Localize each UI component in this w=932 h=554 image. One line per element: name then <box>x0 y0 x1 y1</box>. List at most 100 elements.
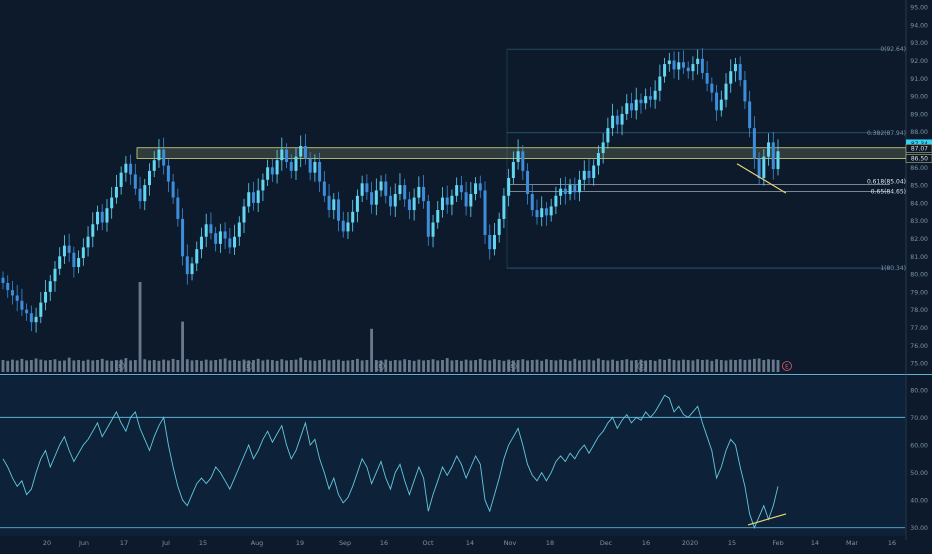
candle-body <box>110 197 114 209</box>
volume-bar <box>181 321 184 372</box>
volume-bar <box>256 358 260 372</box>
volume-bar <box>327 360 331 372</box>
candle-body <box>710 83 714 93</box>
price-y-tick-label: 80.00 <box>910 272 928 279</box>
price-y-tick-label: 77.00 <box>910 325 928 332</box>
volume-bar <box>204 359 208 372</box>
volume-bar <box>748 359 752 372</box>
volume-bar <box>398 360 402 372</box>
candle-body <box>540 208 544 218</box>
fibonacci-level-label: 0(92.64) <box>880 46 906 53</box>
volume-bar <box>630 360 633 372</box>
x-tick-label: 14 <box>466 539 474 547</box>
volume-bar <box>752 358 756 372</box>
volume-bar <box>677 360 681 372</box>
candle-body <box>634 99 638 111</box>
candle-body <box>190 263 194 275</box>
candle-body <box>672 60 676 70</box>
volume-bar <box>573 358 577 372</box>
candle-body <box>620 113 624 125</box>
volume-bar <box>63 360 66 372</box>
volume-bar <box>639 359 643 372</box>
candle-body <box>431 222 435 237</box>
candle-body <box>450 195 454 205</box>
candle-body <box>15 295 19 301</box>
volume-bar <box>228 360 232 372</box>
x-tick-label: 16 <box>380 539 388 547</box>
candle-body <box>34 316 38 323</box>
volume-bar <box>166 360 170 372</box>
volume-bar <box>200 360 203 372</box>
volume-bar <box>521 359 525 372</box>
x-tick-label: Jul <box>161 539 170 547</box>
earnings-marker-label: E <box>640 364 644 370</box>
candle-body <box>62 245 66 257</box>
earnings-marker-label: E <box>118 364 122 370</box>
volume-bar <box>162 359 166 372</box>
volume-bar <box>313 360 317 372</box>
volume-bar <box>459 360 463 372</box>
candle-body <box>365 183 369 193</box>
candle-body <box>100 211 104 223</box>
volume-bar <box>426 360 430 372</box>
volume-bar <box>280 359 284 372</box>
candle-body <box>20 300 24 310</box>
candle-body <box>767 142 771 157</box>
volume-bar <box>25 360 29 372</box>
x-tick-label: 15 <box>728 539 736 547</box>
candle-body <box>521 151 525 171</box>
volume-bar <box>332 360 336 372</box>
candle-body <box>535 210 539 218</box>
volume-bar <box>771 359 775 372</box>
volume-bar <box>597 358 600 372</box>
price-y-tick-label: 90.00 <box>910 94 928 101</box>
candle-body <box>6 283 10 291</box>
candle-body <box>762 156 766 178</box>
volume-bar <box>493 359 496 372</box>
volume-bar <box>67 357 71 372</box>
price-y-tick-label: 78.00 <box>910 307 928 314</box>
candle-body <box>67 245 71 253</box>
volume-bar <box>719 360 723 372</box>
volume-bar <box>483 360 487 372</box>
price-badge <box>905 144 932 153</box>
volume-bar <box>554 360 558 372</box>
volume-bar <box>233 360 236 372</box>
candle-body <box>280 149 284 161</box>
price-y-tick-label: 93.00 <box>910 40 928 47</box>
price-y-tick-label: 83.00 <box>910 218 928 225</box>
candle-body <box>29 313 33 323</box>
candle-body <box>417 186 421 198</box>
volume-bar <box>138 282 142 372</box>
volume-bar <box>682 359 685 372</box>
volume-bar <box>218 359 222 372</box>
volume-bar <box>360 360 364 372</box>
x-tick-label: 14 <box>811 539 819 547</box>
candle-body <box>492 234 496 250</box>
volume-bar <box>384 359 388 372</box>
x-tick-label: Sep <box>339 539 351 547</box>
candle-body <box>251 192 255 203</box>
volume-bar <box>341 360 345 372</box>
volume-bar <box>322 359 326 372</box>
price-y-tick-label: 92.00 <box>910 58 928 65</box>
candle-body <box>663 64 667 77</box>
price-y-tick-label: 81.00 <box>910 254 928 261</box>
candle-body <box>157 149 161 161</box>
candle-body <box>214 233 218 244</box>
candle-body <box>388 195 393 207</box>
x-tick-label: Aug <box>251 539 263 547</box>
candle-body <box>611 115 615 129</box>
candle-body <box>360 183 364 196</box>
candle-body <box>86 236 90 248</box>
candle-body <box>346 222 350 232</box>
rsi-line <box>2 394 779 529</box>
volume-bar <box>157 360 161 372</box>
x-tick-label: 16 <box>642 539 650 547</box>
candle-body <box>44 291 48 303</box>
candle-body <box>393 194 397 207</box>
candle-body <box>436 210 440 223</box>
volume-bar <box>91 360 95 372</box>
price-y-tick-label: 82.00 <box>910 236 928 243</box>
volume-bar <box>743 360 747 372</box>
